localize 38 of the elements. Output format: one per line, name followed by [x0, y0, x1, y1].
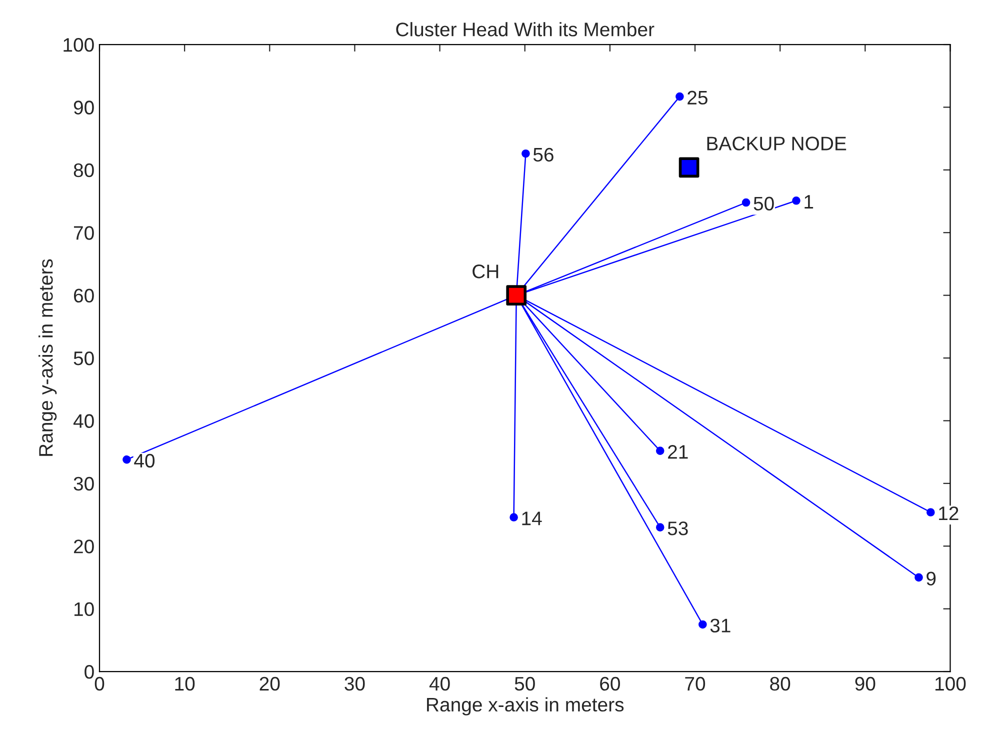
annotation: 40	[134, 454, 155, 468]
annotation: 56	[533, 148, 554, 162]
y-tick-label: 40	[73, 414, 94, 428]
y-tick-label: 0	[84, 664, 94, 679]
y-tick-label: 70	[74, 226, 94, 240]
y-axis-title: Range y-axis in meters	[38, 259, 57, 456]
x-tick-label: 10	[175, 676, 195, 691]
x-tick-label: 20	[260, 676, 280, 691]
annotation: 1	[804, 195, 814, 208]
x-tick-label: 0	[94, 676, 104, 691]
annotation: 12	[939, 506, 958, 520]
annotation: 50	[754, 196, 774, 211]
annotation: 21	[668, 445, 688, 459]
annotation: 53	[668, 522, 688, 536]
annotation: 14	[522, 512, 542, 526]
annotation: 9	[926, 572, 936, 586]
x-tick-label: 60	[600, 676, 620, 691]
x-tick-label: 100	[935, 676, 966, 691]
x-tick-label: 50	[514, 676, 535, 691]
chart-title: Cluster Head With its Member	[396, 22, 654, 36]
x-tick-label: 40	[429, 676, 450, 691]
x-tick-label: 90	[855, 676, 876, 691]
x-tick-label: 70	[685, 676, 706, 691]
series-label: CH	[472, 264, 498, 278]
annotation: 25	[688, 90, 708, 105]
y-tick-label: 30	[74, 476, 94, 491]
y-tick-label: 60	[74, 288, 94, 303]
x-tick-label: 30	[344, 676, 365, 691]
y-tick-label: 90	[74, 100, 94, 114]
annotation: 31	[710, 618, 730, 632]
y-tick-label: 80	[74, 163, 94, 178]
y-tick-label: 50	[74, 351, 94, 366]
y-tick-label: 10	[74, 602, 94, 616]
x-axis-title: Range x-axis in meters	[427, 697, 624, 716]
x-tick-label: 80	[770, 676, 790, 691]
y-tick-label: 100	[64, 38, 94, 52]
y-tick-label: 20	[74, 540, 94, 554]
series-label: BACKUP NODE	[707, 136, 846, 150]
